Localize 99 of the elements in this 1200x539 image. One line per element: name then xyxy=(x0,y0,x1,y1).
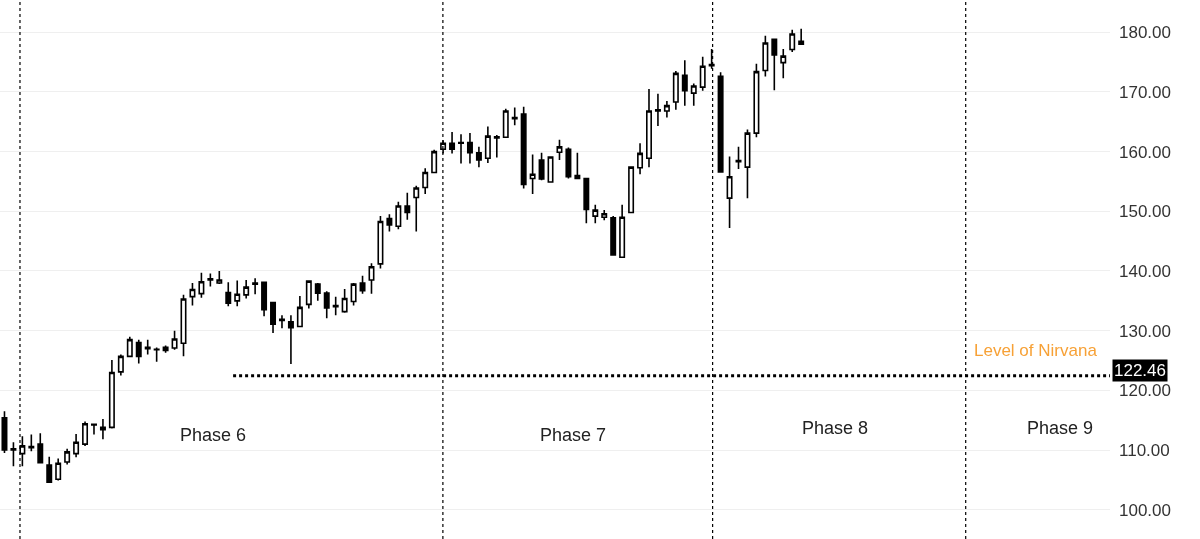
candlestick xyxy=(10,441,17,467)
candlestick xyxy=(55,457,62,482)
text: 122.46 xyxy=(1114,361,1166,380)
candlestick xyxy=(73,433,80,459)
candlestick xyxy=(180,294,187,358)
candlestick xyxy=(466,132,473,165)
y-tick-label: 140.00 xyxy=(1119,261,1171,281)
candlestick xyxy=(475,146,482,168)
candlestick xyxy=(91,423,97,436)
candlestick xyxy=(377,215,384,270)
candlestick xyxy=(663,100,670,119)
candlestick xyxy=(502,107,509,139)
candlestick xyxy=(690,82,697,107)
candlestick xyxy=(619,203,626,259)
candlestick xyxy=(1,410,8,454)
candlestick xyxy=(574,152,581,180)
candlestick xyxy=(108,359,115,430)
y-tick-label: 130.00 xyxy=(1119,321,1171,341)
candlestick xyxy=(386,213,393,233)
candlestick xyxy=(610,215,617,257)
candlestick xyxy=(252,277,259,296)
candlestick xyxy=(287,314,294,365)
candlestick xyxy=(207,272,214,288)
candlestick xyxy=(198,271,205,299)
candlestick xyxy=(681,59,688,107)
candlestick xyxy=(404,192,411,221)
annotation: Phase 7 xyxy=(540,425,607,445)
candlestick xyxy=(744,128,751,199)
candlestick xyxy=(726,155,733,229)
candlestick xyxy=(413,184,420,233)
y-tick-label: 110.00 xyxy=(1119,441,1170,461)
candlestick xyxy=(646,88,652,168)
candlestick xyxy=(547,156,554,183)
candlestick xyxy=(278,314,285,330)
candlestick xyxy=(601,209,608,222)
candlestick xyxy=(520,106,527,190)
annotation: Phase 9 xyxy=(1027,418,1094,438)
ref-line-label: Level of Nirvana xyxy=(974,341,1098,360)
candlestick xyxy=(216,270,223,284)
candlestick xyxy=(672,70,679,111)
candlestick xyxy=(126,335,133,358)
candlestick xyxy=(637,142,644,176)
candlestick xyxy=(171,329,178,351)
y-tick-label: 160.00 xyxy=(1119,142,1171,162)
candlestick xyxy=(538,152,545,182)
candlestick xyxy=(484,125,491,164)
candlestick xyxy=(395,200,402,231)
candlestick xyxy=(583,177,590,225)
y-tick-label: 150.00 xyxy=(1119,202,1171,222)
candlestick xyxy=(654,92,661,127)
candlestick xyxy=(628,166,635,214)
candlestick xyxy=(99,418,106,441)
candlestick xyxy=(592,203,599,225)
candlestick xyxy=(153,346,160,363)
candlestick xyxy=(341,288,348,314)
candlestick xyxy=(493,134,500,159)
candlestick xyxy=(511,106,518,127)
candlestick xyxy=(135,338,142,365)
candlestick xyxy=(556,138,563,161)
candlestick xyxy=(332,295,339,316)
candlestick xyxy=(323,290,330,319)
candlestick xyxy=(735,146,742,170)
candlestick xyxy=(82,420,89,447)
candlestick xyxy=(243,279,250,300)
candlestick xyxy=(350,282,357,307)
candlestick xyxy=(144,338,151,356)
candlestick xyxy=(117,353,124,377)
candlestick xyxy=(798,27,805,46)
candlestick xyxy=(789,29,796,53)
candlestick xyxy=(717,71,724,173)
candlestick xyxy=(189,282,196,307)
candlestick xyxy=(359,274,366,295)
candlestick xyxy=(422,167,429,195)
candlestick xyxy=(753,63,760,139)
candlestick xyxy=(270,301,277,334)
candlestick xyxy=(305,280,312,310)
candlestick xyxy=(699,55,706,92)
candlestick xyxy=(296,295,303,328)
y-tick-label: 170.00 xyxy=(1119,82,1171,102)
candlestick xyxy=(565,146,572,180)
candlestick xyxy=(458,133,464,165)
y-tick-label: 100.00 xyxy=(1119,500,1171,520)
y-tick-label: 180.00 xyxy=(1119,23,1171,43)
candlestick xyxy=(529,153,536,195)
candlestick xyxy=(46,455,53,484)
candlestick xyxy=(225,281,232,308)
candlestick xyxy=(314,282,321,302)
candlestick xyxy=(449,131,456,155)
candlestick xyxy=(261,280,268,318)
candlestick xyxy=(64,448,71,466)
y-tick-label: 120.00 xyxy=(1119,381,1171,401)
annotation: Phase 8 xyxy=(802,418,869,438)
candlestick xyxy=(431,149,438,174)
annotation: Phase 6 xyxy=(180,425,247,445)
candlestick xyxy=(771,38,778,91)
candlestick xyxy=(37,432,44,464)
candlestick xyxy=(780,48,787,79)
candlestick xyxy=(762,35,769,78)
candlestick xyxy=(234,279,241,308)
